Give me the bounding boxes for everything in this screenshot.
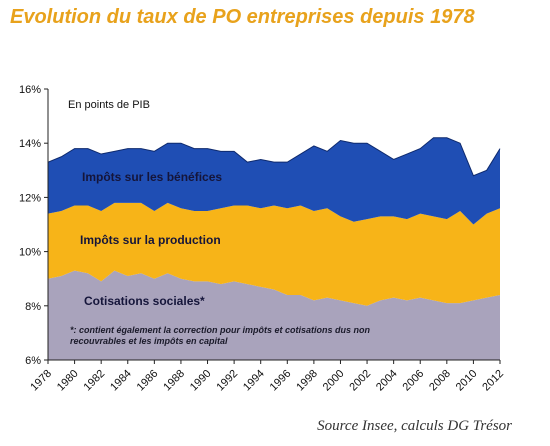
x-tick-label: 2004 <box>374 368 400 394</box>
footnote-line-2: recouvrables et les impôts en capital <box>70 336 228 346</box>
x-tick-label: 2012 <box>480 368 506 394</box>
x-tick-label: 1982 <box>81 368 107 394</box>
y-tick-label: 8% <box>25 301 41 313</box>
x-tick-label: 2002 <box>347 368 373 394</box>
x-tick-label: 1986 <box>135 368 161 394</box>
x-tick-label: 2000 <box>321 368 347 394</box>
footnote-line-1: *: contient également la correction pour… <box>70 325 371 335</box>
x-tick-label: 1988 <box>161 368 187 394</box>
x-tick-label: 1984 <box>108 368 134 394</box>
series-top-outline <box>47 137 501 177</box>
y-tick-label: 6% <box>25 355 41 367</box>
series-label-production: Impôts sur la production <box>80 233 221 247</box>
source-caption: Source Insee, calculs DG Trésor <box>317 418 512 434</box>
x-tick-label: 2010 <box>454 368 480 394</box>
x-tick-label: 1998 <box>294 368 320 394</box>
series-label-benefices: Impôts sur les bénéfices <box>82 170 222 184</box>
unit-label: En points de PIB <box>68 99 150 111</box>
x-tick-label: 1994 <box>241 368 267 394</box>
x-tick-label: 1996 <box>268 368 294 394</box>
y-tick-label: 10% <box>19 247 41 259</box>
x-tick-label: 1992 <box>214 368 240 394</box>
y-tick-label: 14% <box>19 138 41 150</box>
y-tick-label: 12% <box>19 192 41 204</box>
y-axis: 6% 8% 10% 12% 14% 16% <box>19 84 49 367</box>
series-area-2 <box>48 137 500 225</box>
x-tick-label: 2008 <box>427 368 453 394</box>
x-tick-label: 1978 <box>28 368 54 394</box>
x-tick-label: 2006 <box>401 368 427 394</box>
x-tick-label: 1990 <box>188 368 214 394</box>
plot-area <box>47 137 501 360</box>
series-label-cotisations: Cotisations sociales* <box>84 294 205 308</box>
x-axis: 1978 1980 1982 1984 1986 1988 1990 1992 1994 1996… <box>28 359 506 394</box>
series-area-1 <box>48 202 500 306</box>
x-tick-label: 1980 <box>55 368 81 394</box>
series-area-0 <box>48 270 500 360</box>
y-tick-label: 16% <box>19 84 41 96</box>
chart-title: Evolution du taux de PO entreprises depu… <box>10 6 475 28</box>
